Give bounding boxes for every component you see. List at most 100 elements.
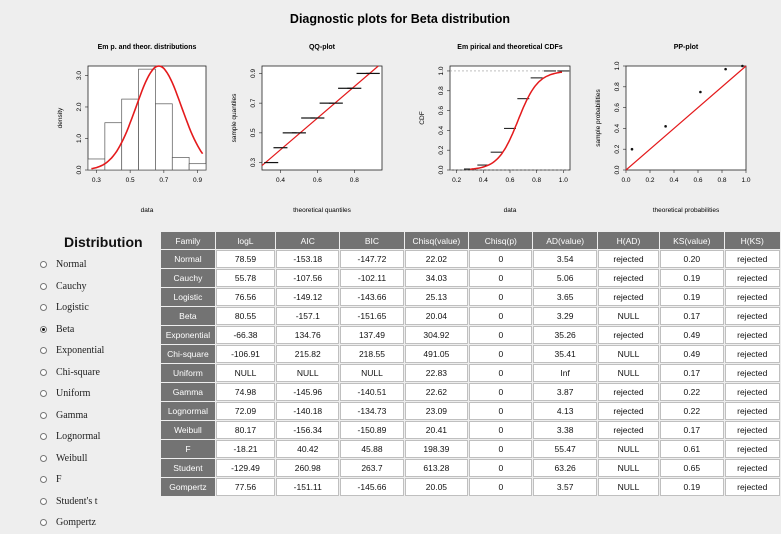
table-cell: 40.42 — [276, 440, 340, 458]
table-cell: 55.78 — [215, 269, 276, 287]
table-cell: NULL — [340, 364, 404, 382]
y-tick-label: 0.2 — [438, 145, 445, 154]
table-cell: rejected — [597, 250, 660, 268]
radio-button[interactable] — [40, 454, 47, 462]
distribution-option[interactable]: Weibull — [40, 448, 190, 470]
table-cell: 80.17 — [215, 421, 276, 439]
family-cell: Uniform — [161, 364, 215, 382]
y-tick-label: 0.4 — [614, 124, 621, 133]
table-cell: rejected — [724, 402, 780, 420]
distribution-option[interactable]: Logistic — [40, 297, 190, 319]
table-cell: 72.09 — [215, 402, 276, 420]
table-cell: 55.47 — [533, 440, 597, 458]
distribution-option[interactable]: Chi-square — [40, 362, 190, 384]
distribution-option-label: F — [56, 474, 62, 486]
distribution-option[interactable]: Lognormal — [40, 426, 190, 448]
y-tick-label: 3.0 — [76, 71, 83, 80]
table-cell: -129.49 — [215, 459, 276, 477]
distribution-option[interactable]: Student's t — [40, 491, 190, 513]
diagnostic-plots: Diagnostic plots for Beta distribution E… — [57, 12, 751, 214]
table-cell: 35.26 — [533, 326, 597, 344]
table-cell: 491.05 — [404, 345, 469, 363]
y-tick-label: 0.2 — [614, 144, 621, 153]
table-cell: 260.98 — [276, 459, 340, 477]
radio-button[interactable] — [40, 497, 47, 505]
radio-button[interactable] — [40, 411, 47, 419]
plot-title: QQ-plot — [309, 44, 336, 51]
table-cell: -147.72 — [340, 250, 404, 268]
table-cell: -150.89 — [340, 421, 404, 439]
table-cell: rejected — [597, 383, 660, 401]
table-cell: 80.55 — [215, 307, 276, 325]
table-row: Exponential -66.38 134.76 137.49 304.92 0 35.2… — [161, 326, 780, 344]
family-cell: Gamma — [161, 383, 215, 401]
table-cell: 34.03 — [404, 269, 469, 287]
distribution-option[interactable]: Exponential — [40, 340, 190, 362]
table-cell: 137.49 — [340, 326, 404, 344]
family-cell: Weibull — [161, 421, 215, 439]
table-cell: 23.09 — [404, 402, 469, 420]
table-row: Logistic 76.56 -149.12 -143.66 25.13 0 3.65 rej… — [161, 288, 780, 306]
y-tick-label: 0.0 — [614, 165, 621, 174]
family-cell: Cauchy — [161, 269, 215, 287]
radio-button[interactable] — [40, 368, 47, 376]
distribution-option[interactable]: Beta — [40, 319, 190, 341]
distribution-option[interactable]: Cauchy — [40, 276, 190, 298]
column-header: KS(value) — [660, 232, 724, 249]
table-cell: 304.92 — [404, 326, 469, 344]
table-cell: 0.17 — [660, 364, 724, 382]
plot-panel-1: Em p. and theor. distributions 0.3 0.5 0.7 0… — [57, 44, 207, 214]
table-cell: NULL — [597, 478, 660, 496]
table-cell: rejected — [724, 269, 780, 287]
family-cell: Gompertz — [161, 478, 215, 496]
distribution-option-label: Uniform — [56, 388, 91, 400]
distribution-option[interactable]: F — [40, 469, 190, 491]
table-cell: 3.54 — [533, 250, 597, 268]
table-cell: 0 — [469, 288, 533, 306]
goodness-of-fit-table: Family logL AIC BIC Chisq(value) Chisq(p) AD(v… — [160, 231, 781, 497]
radio-button[interactable] — [40, 261, 47, 269]
radio-button[interactable] — [40, 519, 47, 527]
family-cell: F — [161, 440, 215, 458]
radio-button[interactable] — [40, 282, 47, 290]
distribution-option[interactable]: Uniform — [40, 383, 190, 405]
distribution-option[interactable]: Gamma — [40, 405, 190, 427]
radio-button[interactable] — [40, 347, 47, 355]
distribution-option[interactable]: Normal — [40, 254, 190, 276]
plot-title: Em p. and theor. distributions — [98, 44, 197, 51]
table-cell: 20.41 — [404, 421, 469, 439]
radio-button[interactable] — [40, 390, 47, 398]
histogram-bar — [188, 163, 207, 171]
table-cell: 0.49 — [660, 326, 724, 344]
distribution-option-label: Gompertz — [56, 517, 96, 529]
x-tick-label: 0.8 — [350, 177, 359, 184]
x-tick-label: 0.7 — [159, 177, 168, 184]
y-tick-label: 0.6 — [614, 103, 621, 112]
x-tick-label: 1.0 — [559, 177, 568, 184]
family-cell: Chi-square — [161, 345, 215, 363]
radio-button[interactable] — [40, 476, 47, 484]
y-tick-label: 0.8 — [438, 86, 445, 95]
table-cell: 0.20 — [660, 250, 724, 268]
table-cell: NULL — [597, 440, 660, 458]
distribution-option[interactable]: Gompertz — [40, 512, 190, 534]
table-cell: NULL — [597, 364, 660, 382]
plot-title: PP-plot — [674, 44, 699, 51]
radio-button[interactable] — [40, 304, 47, 312]
column-header: BIC — [340, 232, 404, 249]
table-cell: 0.22 — [660, 402, 724, 420]
table-cell: 25.13 — [404, 288, 469, 306]
table-cell: rejected — [724, 421, 780, 439]
radio-button[interactable] — [40, 325, 47, 333]
x-axis-label: data — [504, 207, 517, 214]
y-tick-label: 0.7 — [250, 98, 257, 107]
table-cell: 3.57 — [533, 478, 597, 496]
table-cell: -145.96 — [276, 383, 340, 401]
x-tick-label: 0.3 — [92, 177, 101, 184]
y-tick-label: 1.0 — [614, 61, 621, 70]
radio-button[interactable] — [40, 433, 47, 441]
x-axis-label: theoretical probabilities — [653, 207, 720, 214]
distribution-option-label: Chi-square — [56, 366, 100, 378]
table-cell: 4.13 — [533, 402, 597, 420]
x-axis-label: data — [141, 207, 154, 214]
